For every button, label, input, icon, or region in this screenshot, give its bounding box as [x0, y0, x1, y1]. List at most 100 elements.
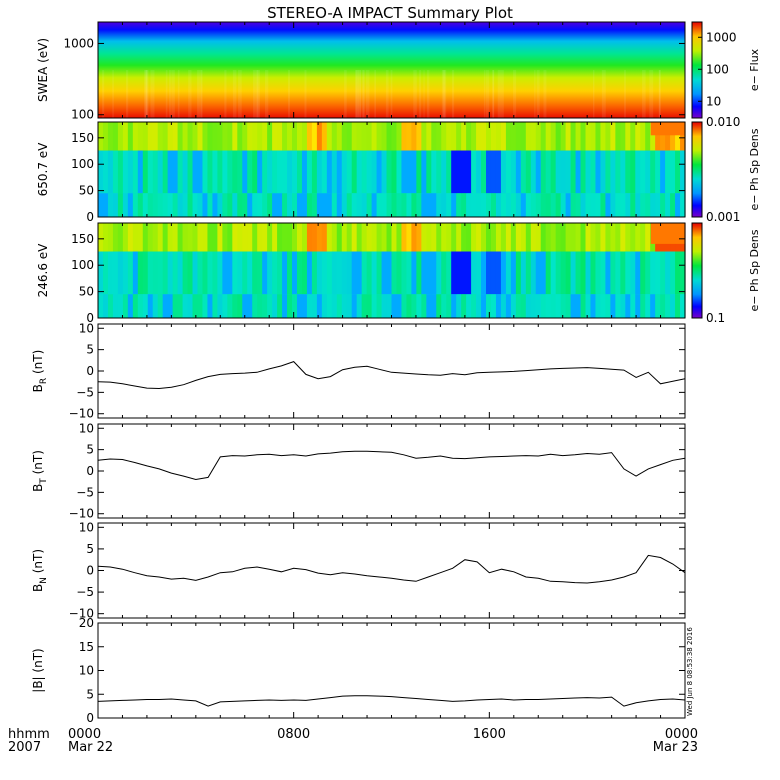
pad650-cell-top — [500, 122, 507, 151]
pad650-cell-bot — [341, 193, 348, 217]
swea-stripe — [253, 70, 255, 118]
pad246-colorbar — [691, 222, 703, 319]
pad246-cell-bot — [182, 294, 189, 318]
pad246-cell-mid — [222, 251, 228, 295]
pad650-cell-mid — [416, 150, 422, 194]
pad650-cell-bot — [157, 193, 164, 217]
pad246-cell-top — [232, 223, 238, 252]
pad650-cell-bot — [600, 193, 607, 217]
pad246-cell-mid — [152, 251, 159, 295]
pad650-cell-mid — [610, 150, 616, 194]
pad246-cell-top — [595, 223, 602, 252]
pad246-cell-bot — [282, 294, 288, 318]
x-tick-label: 0000 — [665, 727, 698, 742]
pad246-cell-mid — [272, 251, 278, 295]
pad650-ytick-label: 100 — [71, 157, 94, 171]
pad650-cell-mid — [127, 150, 134, 194]
pad246-cell-mid — [545, 251, 552, 295]
pad650-cell-bot — [660, 193, 666, 217]
pad650-cell-mid — [292, 150, 298, 194]
pad246-cell-mid — [396, 251, 403, 295]
swea-stripe — [658, 70, 661, 118]
pad650-cell-bot — [147, 193, 154, 217]
pad246-cell-mid — [595, 251, 602, 295]
pad650-cell-mid — [675, 150, 681, 194]
pad246-cell-top — [560, 223, 567, 252]
pad246-cell-bot — [172, 294, 179, 318]
pad650-cell-mid — [391, 150, 398, 194]
pad650-cell-mid — [595, 150, 602, 194]
pad246-cell-top — [247, 223, 253, 252]
pad650-cell-bot — [610, 193, 616, 217]
pad246-cell-mid — [277, 251, 283, 295]
pad650-cell-top — [550, 122, 557, 151]
pad246-cell-bot — [610, 294, 616, 318]
pad650-ytick-label: 50 — [79, 184, 94, 198]
pad246-cell-bot — [665, 294, 671, 318]
pad650-cell-top — [505, 122, 512, 151]
pad650-cell-bot — [142, 193, 149, 217]
pad650-cell-top — [202, 122, 209, 151]
pad246-cell-mid — [257, 251, 263, 295]
pad650-cell-mid — [232, 150, 238, 194]
pad650-cell-mid — [550, 150, 557, 194]
pad246-cell-bot — [301, 294, 308, 318]
pad650-cell-top — [610, 122, 616, 151]
pad246-cell-bot — [530, 294, 537, 318]
pad246-cell-bot — [287, 294, 293, 318]
pad650-cell-top — [222, 122, 228, 151]
pad650-cell-top — [272, 122, 278, 151]
pad246-cell-top — [301, 223, 308, 252]
pad650-cell-bot — [137, 193, 144, 217]
pad650-cell-mid — [560, 150, 567, 194]
pad246-cell-mid — [376, 251, 383, 295]
pad650-cell-mid — [655, 150, 661, 194]
pad650-cell-mid — [202, 150, 209, 194]
pad650-cell-bot — [585, 193, 592, 217]
pad246-cell-mid — [540, 251, 547, 295]
pad246-cell-bot — [555, 294, 562, 318]
pad246-cell-mid — [441, 251, 447, 295]
pad650-cell-mid — [490, 150, 497, 194]
pad650-cell-mid — [331, 150, 338, 194]
pad650-ytick-label: 0 — [86, 210, 94, 224]
pad650-cell-bot — [326, 193, 333, 217]
pad650-cell-top — [530, 122, 537, 151]
pad650-cell-bot — [177, 193, 184, 217]
pad246-cell-bot — [580, 294, 587, 318]
pad246-cell-top — [127, 223, 134, 252]
pad246-cell-top — [227, 223, 233, 252]
pad246-cell-mid — [287, 251, 293, 295]
pad246-cell-mid — [495, 251, 502, 295]
pad246-cell-mid — [331, 251, 338, 295]
pad650-cell-bot — [391, 193, 398, 217]
pad650-cell-mid — [122, 150, 129, 194]
pad650-cell-bot — [242, 193, 248, 217]
pad246-cell-bot — [406, 294, 412, 318]
pad650-cell-bot — [510, 193, 517, 217]
pad246-cell-bot — [277, 294, 283, 318]
pad650-cell-top — [560, 122, 567, 151]
pad246-cell-top — [545, 223, 552, 252]
swea-stripe — [658, 70, 661, 118]
pad650-cell-bot — [555, 193, 562, 217]
pad246-cell-bot — [142, 294, 149, 318]
br-ytick-label: 0 — [86, 364, 94, 378]
pad246-cell-mid — [252, 251, 258, 295]
pad246-cell-bot — [670, 294, 676, 318]
pad650-cell-bot — [615, 193, 621, 217]
pad650-cell-bot — [590, 193, 597, 217]
pad650-cell-mid — [296, 150, 303, 194]
pad246-cell-mid — [625, 251, 631, 295]
pad650-cell-top — [142, 122, 149, 151]
pad246-cell-mid — [306, 251, 313, 295]
br-ytick-label: −10 — [69, 407, 94, 421]
pad246-cell-bot — [351, 294, 358, 318]
pad650-cell-top — [665, 122, 671, 151]
pad650-cell-bot — [565, 193, 572, 217]
pad650-cell-mid — [565, 150, 572, 194]
pad246-cell-mid — [127, 251, 134, 295]
pad650-cell-mid — [545, 150, 552, 194]
pad650-cell-mid — [157, 150, 164, 194]
pad246-cell-mid — [227, 251, 233, 295]
